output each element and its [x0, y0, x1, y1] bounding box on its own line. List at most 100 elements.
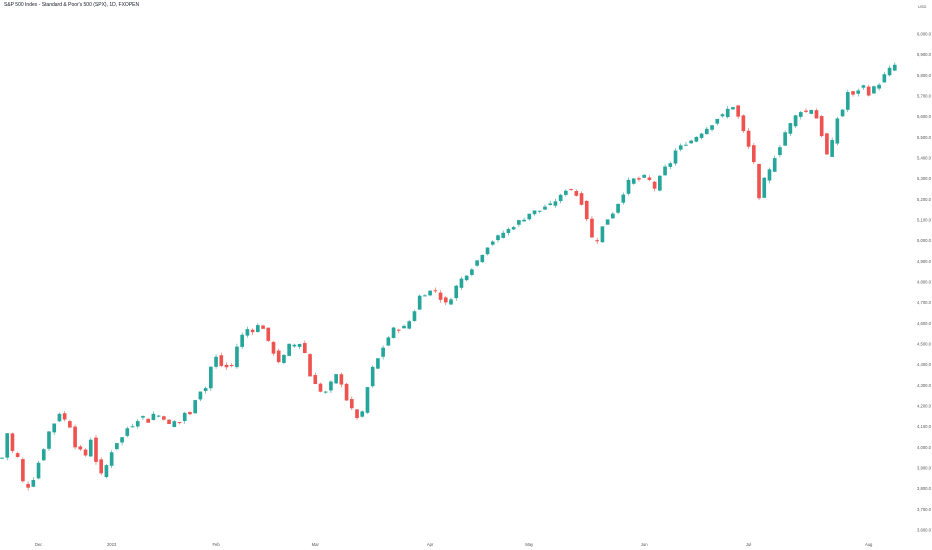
price-tick-label: 5,100.0 [917, 218, 932, 223]
candle-down [396, 329, 401, 331]
candle-down [819, 116, 824, 137]
candle-down [73, 426, 77, 448]
candle-up [699, 133, 704, 138]
candle-up [532, 210, 537, 215]
candle-up [710, 125, 714, 130]
candle-up [151, 413, 156, 421]
candle-down [167, 419, 171, 425]
candle-down [68, 421, 72, 428]
candle-up [245, 329, 250, 336]
candle-up [715, 118, 720, 124]
price-tick-label: 5,300.0 [917, 176, 932, 181]
candle-up [506, 229, 511, 233]
candle-down [313, 375, 318, 385]
candle-up [470, 269, 474, 275]
candle-down [10, 433, 15, 451]
candle-up [548, 203, 553, 205]
candle-down [276, 350, 281, 363]
candle-up [788, 123, 793, 134]
price-tick-label: 3,600.0 [917, 528, 932, 533]
price-tick-label: 5,700.0 [917, 94, 932, 99]
candle-down [26, 483, 30, 488]
price-tick-label: 4,300.0 [917, 383, 932, 388]
candle-down [229, 365, 234, 367]
candle-down [344, 383, 349, 401]
candle-up [287, 343, 291, 356]
candle-down [804, 110, 808, 112]
candle-up [522, 219, 526, 222]
candle-down [349, 399, 354, 409]
candle-down [574, 191, 579, 196]
candle-up [182, 412, 187, 422]
candle-up [391, 327, 396, 338]
candle-up [141, 416, 145, 418]
candle-down [177, 422, 182, 424]
price-tick-label: 5,500.0 [917, 135, 932, 140]
candle-up [485, 247, 490, 255]
candle-down [443, 297, 448, 303]
candle-up [323, 391, 328, 393]
candle-up [370, 366, 375, 387]
price-tick-label: 4,000.0 [917, 445, 932, 450]
candle-down [814, 110, 819, 119]
candle-up [835, 118, 840, 144]
candle-up [130, 426, 135, 428]
candle-up [605, 219, 610, 225]
candle-down [266, 327, 271, 341]
candle-up [464, 275, 469, 281]
candle-up [282, 354, 286, 363]
candle-up [543, 206, 547, 210]
candle-up [600, 226, 605, 243]
candle-down [94, 437, 98, 462]
candle-up [381, 347, 385, 357]
candle-up [292, 344, 297, 347]
candle-up [193, 400, 198, 414]
candle-down [146, 418, 151, 423]
candle-down [746, 130, 751, 147]
candle-up [235, 346, 239, 368]
price-tick-label: 5,900.0 [917, 52, 932, 57]
candle-up [684, 144, 688, 146]
candle-up [856, 90, 861, 94]
candle-up [783, 132, 787, 146]
candle-up [892, 64, 897, 71]
candle-down [308, 354, 312, 377]
candle-down [188, 412, 192, 415]
time-tick-label: Feb [212, 542, 220, 547]
candle-up [240, 334, 244, 347]
price-tick-label: 5,600.0 [917, 114, 932, 119]
candle-up [731, 107, 735, 110]
candle-up [830, 140, 834, 157]
candle-down [271, 341, 276, 354]
candle-down [757, 163, 761, 199]
time-axis: Dec2023FebMarAprMayJunJulAugSepOctNovDec… [35, 542, 873, 547]
candle-up [360, 411, 365, 417]
candle-up [861, 85, 866, 88]
candle-up [877, 84, 881, 89]
candle-up [52, 423, 57, 433]
candle-down [595, 240, 600, 242]
candle-up [115, 443, 119, 450]
price-tick-label: 4,500.0 [917, 342, 932, 347]
candle-down [751, 145, 756, 163]
candle-up [553, 201, 558, 206]
candle-up [767, 169, 772, 181]
time-tick-label: May [525, 542, 534, 547]
candle-up [329, 381, 333, 391]
candle-down [15, 453, 20, 457]
candles-layer [0, 62, 897, 491]
price-tick-label: 4,800.0 [917, 280, 932, 285]
candle-up [621, 194, 626, 203]
candle-down [825, 133, 829, 155]
candle-down [318, 383, 323, 392]
candle-down [652, 181, 657, 189]
price-axis: 3,600.0 3,700.0 3,800.0 3,900.0 4,000.0 4,100… [917, 32, 932, 533]
candle-up [36, 462, 41, 479]
candle-up [428, 290, 432, 296]
price-tick-label: 4,900.0 [917, 259, 932, 264]
candle-up [626, 179, 631, 194]
candle-up [887, 67, 892, 76]
candle-up [642, 174, 647, 178]
price-currency-label: USD [918, 4, 927, 9]
